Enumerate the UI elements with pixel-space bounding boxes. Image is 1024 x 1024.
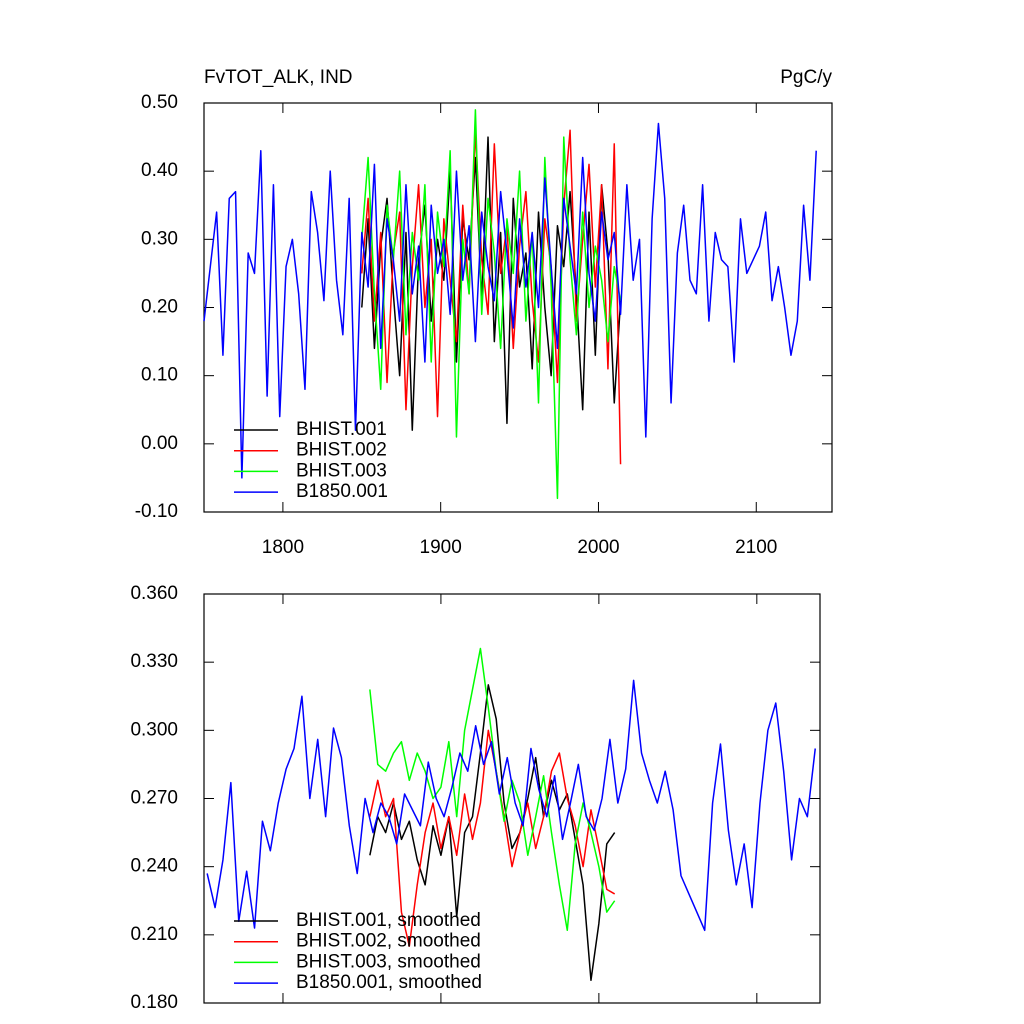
chart-title: FvTOT_ALK, IND <box>204 67 353 88</box>
x-tick-label: 2000 <box>577 537 619 558</box>
y-tick-label: 0.180 <box>130 992 178 1013</box>
y-tick-label: 0.300 <box>130 719 178 740</box>
x-tick-label: 2100 <box>735 537 777 558</box>
y-tick-label: 0.360 <box>130 583 178 604</box>
series-line <box>369 647 616 932</box>
legend-label: BHIST.002, smoothed <box>296 931 481 952</box>
legend-label: BHIST.003 <box>296 460 387 481</box>
legend-label: BHIST.001, smoothed <box>296 910 481 931</box>
y-tick-label: 0.40 <box>141 160 178 181</box>
y-tick-label: -0.10 <box>135 501 178 522</box>
series-line <box>361 109 622 500</box>
legend-label: BHIST.001 <box>296 419 387 440</box>
y-tick-label: 0.00 <box>141 433 178 454</box>
legend-label: B1850.001 <box>296 481 388 502</box>
y-tick-label: 0.240 <box>130 856 178 877</box>
y-tick-label: 0.30 <box>141 228 178 249</box>
y-tick-label: 0.270 <box>130 788 178 809</box>
legend-label: BHIST.003, smoothed <box>296 951 481 972</box>
series-line <box>206 679 817 932</box>
x-tick-label: 1900 <box>420 537 462 558</box>
legend-label: BHIST.002 <box>296 440 387 461</box>
y-tick-label: 0.50 <box>141 92 178 113</box>
y-tick-label: 0.20 <box>141 297 178 318</box>
series-line <box>203 122 817 479</box>
x-tick-label: 1800 <box>262 537 304 558</box>
series-line <box>369 684 616 982</box>
legend-label: B1850.001, smoothed <box>296 972 482 993</box>
units-label: PgC/y <box>780 67 832 88</box>
y-tick-label: 0.10 <box>141 365 178 386</box>
y-tick-label: 0.330 <box>130 651 178 672</box>
y-tick-label: 0.210 <box>130 924 178 945</box>
